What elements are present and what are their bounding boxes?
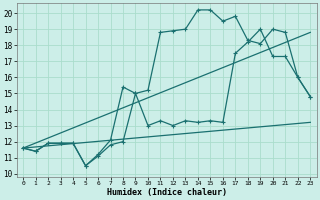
X-axis label: Humidex (Indice chaleur): Humidex (Indice chaleur) [107,188,227,197]
